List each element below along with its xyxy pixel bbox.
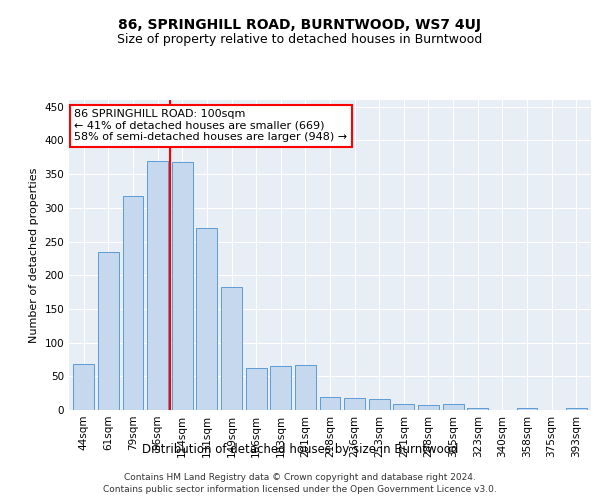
- Bar: [73, 364, 94, 410]
- Bar: [270, 366, 291, 410]
- Bar: [295, 365, 316, 410]
- Bar: [320, 396, 340, 410]
- Text: 86 SPRINGHILL ROAD: 100sqm
← 41% of detached houses are smaller (669)
58% of sem: 86 SPRINGHILL ROAD: 100sqm ← 41% of deta…: [74, 110, 347, 142]
- Text: Contains HM Land Registry data © Crown copyright and database right 2024.: Contains HM Land Registry data © Crown c…: [124, 472, 476, 482]
- Text: Size of property relative to detached houses in Burntwood: Size of property relative to detached ho…: [118, 32, 482, 46]
- Bar: [344, 398, 365, 410]
- Bar: [369, 399, 390, 410]
- Bar: [418, 406, 439, 410]
- Text: Distribution of detached houses by size in Burntwood: Distribution of detached houses by size …: [142, 442, 458, 456]
- Bar: [443, 404, 464, 410]
- Bar: [245, 368, 266, 410]
- Y-axis label: Number of detached properties: Number of detached properties: [29, 168, 39, 342]
- Bar: [467, 408, 488, 410]
- Bar: [196, 228, 217, 410]
- Bar: [221, 286, 242, 410]
- Bar: [394, 404, 415, 410]
- Text: 86, SPRINGHILL ROAD, BURNTWOOD, WS7 4UJ: 86, SPRINGHILL ROAD, BURNTWOOD, WS7 4UJ: [119, 18, 482, 32]
- Bar: [517, 408, 538, 410]
- Bar: [122, 196, 143, 410]
- Bar: [172, 162, 193, 410]
- Bar: [147, 160, 168, 410]
- Bar: [98, 252, 119, 410]
- Text: Contains public sector information licensed under the Open Government Licence v3: Contains public sector information licen…: [103, 485, 497, 494]
- Bar: [566, 408, 587, 410]
